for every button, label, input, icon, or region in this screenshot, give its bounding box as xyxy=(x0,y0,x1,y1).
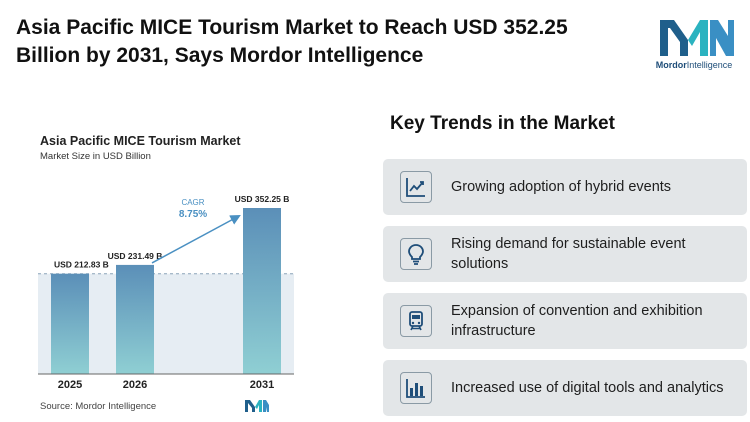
x-tick-label-2025: 2025 xyxy=(58,379,82,391)
mordor-logo: MordorIntelligence xyxy=(652,16,736,76)
data-label-2026: USD 231.49 B xyxy=(108,251,163,261)
cagr-value: 8.75% xyxy=(179,209,207,220)
x-tick-label-2026: 2026 xyxy=(123,379,147,391)
mini-logo-icon xyxy=(245,400,269,412)
mordor-logo-mark-icon xyxy=(660,20,734,56)
trend-text: Increased use of digital tools and analy… xyxy=(451,380,724,396)
logo-text: MordorIntelligence xyxy=(652,60,736,70)
line-chart-icon xyxy=(406,178,425,197)
chart-title: Asia Pacific MICE Tourism Market xyxy=(40,134,241,148)
data-label-2031: USD 352.25 B xyxy=(235,194,290,204)
trend-icon-frame xyxy=(400,372,432,404)
cagr-arrow xyxy=(151,215,241,264)
x-tick-label-2031: 2031 xyxy=(250,379,274,391)
trend-text: Growing adoption of hybrid events xyxy=(451,179,672,195)
headline-line-2: Billion by 2031, Says Mordor Intelligenc… xyxy=(16,44,424,67)
cagr-label: CAGR xyxy=(181,198,204,207)
trend-card-1: Growing adoption of hybrid events xyxy=(383,159,747,215)
headline-line-1: Asia Pacific MICE Tourism Market to Reac… xyxy=(16,16,568,39)
data-label-2025: USD 212.83 B xyxy=(54,260,109,270)
bar-2025 xyxy=(51,273,89,374)
chart-subtitle: Market Size in USD Billion xyxy=(40,151,151,162)
bar-2031 xyxy=(243,208,281,374)
bar-chart-icon xyxy=(406,379,425,398)
trend-text: Expansion of convention and exhibition i… xyxy=(451,303,703,339)
train-icon xyxy=(409,311,423,331)
bar-2026 xyxy=(116,264,154,374)
lightbulb-icon xyxy=(408,244,424,265)
headline: Asia Pacific MICE Tourism Market to Reac… xyxy=(16,14,616,70)
trend-icon-frame xyxy=(400,238,432,270)
logo-word-2: Intelligence xyxy=(686,60,733,70)
trends-title: Key Trends in the Market xyxy=(390,113,615,134)
trend-card-2: Rising demand for sustainable event solu… xyxy=(383,226,747,282)
chart-source: Source: Mordor Intelligence xyxy=(40,401,157,412)
trend-icon-frame xyxy=(400,171,432,203)
trend-card-3: Expansion of convention and exhibition i… xyxy=(383,293,747,349)
trend-text: Rising demand for sustainable event solu… xyxy=(451,236,686,272)
trend-card-4: Increased use of digital tools and analy… xyxy=(383,360,747,416)
trend-icon-frame xyxy=(400,305,432,337)
logo-word-1: Mordor xyxy=(655,60,687,70)
